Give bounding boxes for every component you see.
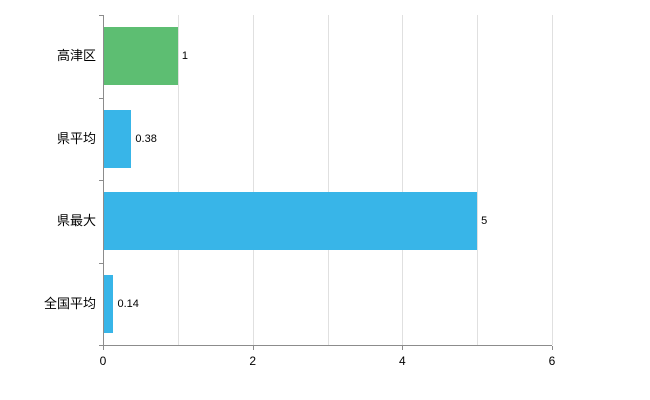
bar-全国平均 [104, 274, 113, 333]
x-axis-tick-label: 2 [249, 354, 256, 368]
x-axis-tick-label: 4 [398, 354, 406, 368]
gridline [402, 15, 404, 345]
y-axis-tick [99, 15, 103, 16]
category-label: 全国平均 [43, 295, 96, 311]
x-axis-line [103, 345, 552, 346]
gridline [252, 15, 254, 345]
gridline [477, 15, 479, 345]
gridline [552, 15, 553, 345]
x-axis-tick [402, 346, 404, 350]
value-label: 0.14 [117, 297, 139, 310]
x-axis-tick [252, 346, 254, 350]
value-label: 0.38 [135, 132, 157, 145]
value-label: 5 [481, 215, 488, 228]
value-label: 1 [181, 50, 188, 63]
category-label: 県平均 [56, 130, 96, 146]
y-axis-tick [99, 97, 103, 99]
y-axis-tick [99, 180, 103, 181]
x-axis-tick-label: 6 [548, 354, 556, 368]
y-axis-line [103, 15, 104, 346]
bar-高津区 [104, 27, 178, 86]
bar-県最大 [104, 192, 477, 251]
gridline [327, 15, 329, 345]
y-axis-tick [99, 345, 103, 346]
x-axis-tick-label: 0 [99, 354, 107, 368]
bar-県平均 [104, 109, 131, 168]
x-axis-tick [103, 346, 104, 350]
category-label: 県最大 [56, 213, 96, 229]
category-label: 高津区 [56, 48, 96, 64]
gridline [177, 15, 179, 345]
y-axis-tick [99, 262, 103, 264]
x-axis-tick [552, 346, 553, 350]
